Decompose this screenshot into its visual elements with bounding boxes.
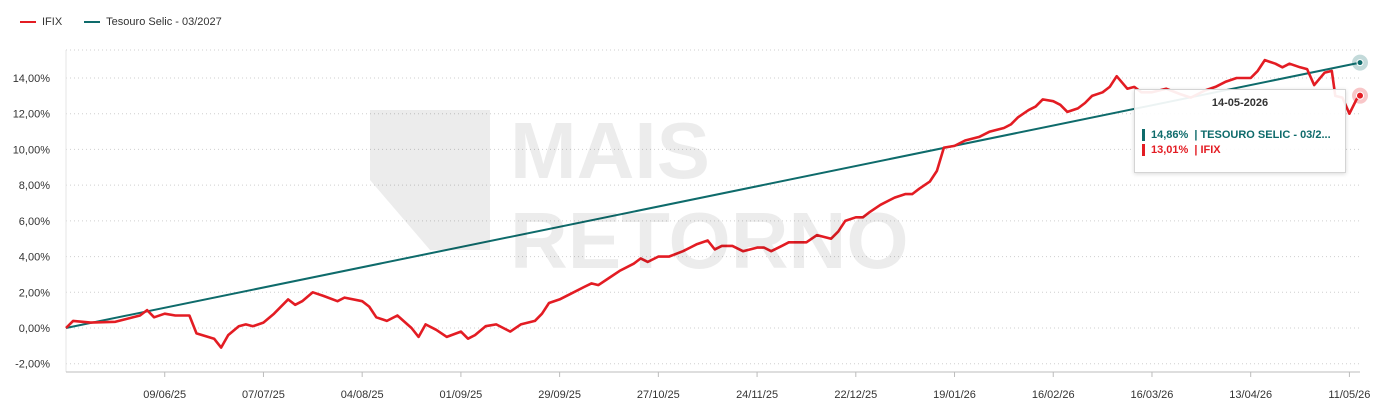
- legend-label-tesouro-selic: Tesouro Selic - 03/2027: [106, 16, 222, 28]
- tooltip-row-tesouro-selic: 14,86% | TESOURO SELIC - 03/2...: [1142, 129, 1345, 141]
- watermark-line-1: MAIS: [510, 106, 710, 195]
- y-tick-label: 14,00%: [13, 73, 51, 85]
- x-tick-label: 16/03/26: [1131, 389, 1174, 401]
- y-tick-label: 0,00%: [19, 323, 50, 335]
- x-tick-label: 19/01/26: [933, 389, 976, 401]
- x-tick-label: 07/07/25: [242, 389, 285, 401]
- grid-lines: [65, 49, 1360, 372]
- legend-item-tesouro-selic[interactable]: Tesouro Selic - 03/2027: [84, 16, 222, 28]
- x-tick-label: 04/08/25: [341, 389, 384, 401]
- tooltip-value-ifix: 13,01%: [1151, 144, 1189, 156]
- x-tick-label: 13/04/26: [1229, 389, 1272, 401]
- tooltip: 14-05-2026 14,86% | TESOURO SELIC - 03/2…: [1134, 89, 1346, 173]
- y-tick-label: 6,00%: [19, 216, 50, 228]
- legend: IFIX Tesouro Selic - 03/2027: [20, 16, 222, 28]
- tooltip-label-ifix: | IFIX: [1194, 144, 1221, 156]
- y-tick-label: 12,00%: [13, 109, 51, 121]
- y-tick-label: 2,00%: [19, 287, 50, 299]
- tooltip-mark-tesouro-selic: [1142, 129, 1145, 141]
- tooltip-value-tesouro-selic: 14,86%: [1151, 129, 1189, 141]
- y-axis-ticks: -2,00% 0,00% 2,00% 4,00% 6,00% 8,00% 10,00% 12,…: [13, 73, 51, 371]
- x-tick-label: 11/05/26: [1328, 389, 1370, 401]
- marker-ifix: [1356, 91, 1364, 100]
- legend-swatch-ifix: [20, 21, 36, 23]
- y-tick-label: 10,00%: [13, 144, 51, 156]
- y-tick-label: 4,00%: [19, 252, 50, 264]
- x-tick-label: 22/12/25: [834, 389, 877, 401]
- y-tick-label: 8,00%: [19, 180, 50, 192]
- tooltip-mark-ifix: [1142, 144, 1145, 156]
- x-tick-label: 09/06/25: [143, 389, 186, 401]
- x-tick-label: 24/11/25: [736, 389, 778, 401]
- watermark-logo: MAIS RETORNO: [370, 100, 1030, 285]
- watermark-logo-shape: [370, 110, 490, 250]
- tooltip-label-tesouro-selic: | TESOURO SELIC - 03/2...: [1194, 129, 1331, 141]
- marker-tesouro-selic: [1356, 59, 1364, 67]
- legend-item-ifix[interactable]: IFIX: [20, 16, 62, 28]
- hover-markers: [1352, 54, 1368, 104]
- x-tick-label: 16/02/26: [1032, 389, 1075, 401]
- legend-label-ifix: IFIX: [42, 16, 63, 28]
- x-axis-ticks: 09/06/25 07/07/25 04/08/25 01/09/25 29/09/25…: [143, 372, 1370, 401]
- x-tick-label: 27/10/25: [637, 389, 680, 401]
- watermark-line-2: RETORNO: [510, 196, 909, 280]
- y-tick-label: -2,00%: [15, 359, 50, 371]
- x-tick-label: 29/09/25: [538, 389, 581, 401]
- x-tick-label: 01/09/25: [439, 389, 482, 401]
- tooltip-date: 14-05-2026: [1211, 97, 1269, 109]
- tooltip-row-ifix: 13,01% | IFIX: [1142, 144, 1345, 156]
- legend-swatch-tesouro-selic: [84, 21, 101, 23]
